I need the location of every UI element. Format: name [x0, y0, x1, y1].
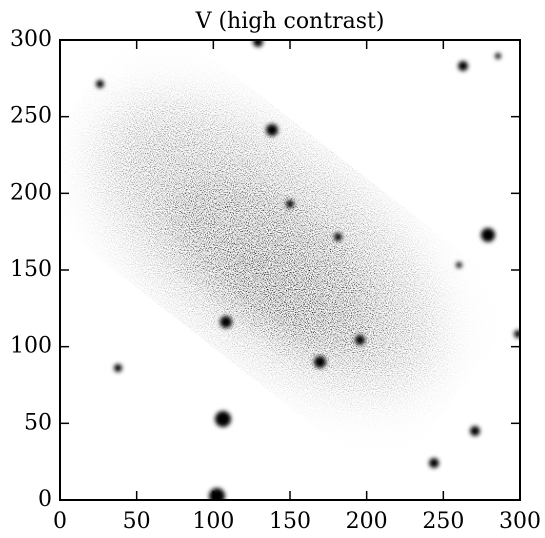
y-tick-label: 300: [10, 27, 52, 52]
x-tick-label: 250: [422, 509, 464, 534]
x-tick-label: 50: [123, 509, 151, 534]
y-tick-label: 150: [10, 257, 52, 282]
y-tick-label: 0: [38, 487, 52, 512]
x-tick-label: 200: [346, 509, 388, 534]
x-tick-label: 150: [269, 509, 311, 534]
image: [60, 40, 520, 500]
y-tick-label: 50: [24, 410, 52, 435]
chart-title: V (high contrast): [195, 9, 385, 34]
y-tick-label: 100: [10, 334, 52, 359]
y-tick-label: 250: [10, 104, 52, 129]
x-tick-label: 300: [499, 509, 541, 534]
x-tick-label: 0: [53, 509, 67, 534]
y-tick-label: 200: [10, 180, 52, 205]
x-tick-label: 100: [192, 509, 234, 534]
